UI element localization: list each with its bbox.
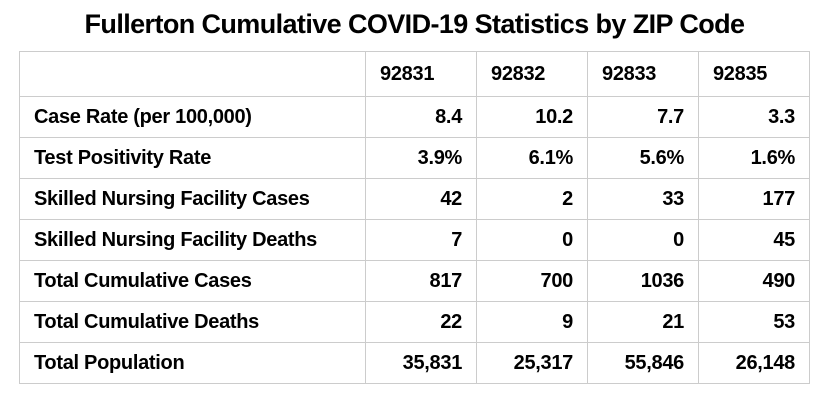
cell-value: 5.6%: [587, 137, 699, 180]
cell-value: 0: [587, 219, 699, 262]
cell-value: 817: [365, 260, 478, 303]
table-row-snf-deaths: Skilled Nursing Facility Deaths 7 0 0 45: [18, 219, 811, 262]
row-label: Skilled Nursing Facility Deaths: [18, 219, 367, 262]
cell-value: 177: [697, 178, 811, 221]
row-label: Case Rate (per 100,000): [18, 96, 367, 139]
cell-value: 700: [476, 260, 588, 303]
column-header-zip-92833: 92833: [587, 51, 699, 98]
row-label: Skilled Nursing Facility Cases: [18, 178, 367, 221]
cell-value: 0: [476, 219, 588, 262]
row-label: Total Cumulative Deaths: [18, 301, 367, 344]
cell-value: 3.3: [697, 96, 811, 139]
corner-cell: [18, 51, 367, 98]
table-row-case-rate: Case Rate (per 100,000) 8.4 10.2 7.7 3.3: [18, 96, 811, 139]
covid-stats-table: 92831 92832 92833 92835 Case Rate (per 1…: [18, 51, 811, 385]
cell-value: 33: [587, 178, 699, 221]
cell-value: 1036: [587, 260, 699, 303]
cell-value: 6.1%: [476, 137, 588, 180]
row-label: Total Cumulative Cases: [18, 260, 367, 303]
cell-value: 42: [365, 178, 478, 221]
table-row-total-population: Total Population 35,831 25,317 55,846 26…: [18, 342, 811, 385]
table-header-row: 92831 92832 92833 92835: [18, 51, 811, 98]
table-row-total-cases: Total Cumulative Cases 817 700 1036 490: [18, 260, 811, 303]
row-label: Total Population: [18, 342, 367, 385]
cell-value: 22: [365, 301, 478, 344]
cell-value: 9: [476, 301, 588, 344]
table-row-total-deaths: Total Cumulative Deaths 22 9 21 53: [18, 301, 811, 344]
cell-value: 21: [587, 301, 699, 344]
cell-value: 7: [365, 219, 478, 262]
cell-value: 45: [697, 219, 811, 262]
cell-value: 35,831: [365, 342, 478, 385]
cell-value: 2: [476, 178, 588, 221]
cell-value: 3.9%: [365, 137, 478, 180]
column-header-zip-92835: 92835: [697, 51, 811, 98]
cell-value: 1.6%: [697, 137, 811, 180]
cell-value: 26,148: [697, 342, 811, 385]
cell-value: 10.2: [476, 96, 588, 139]
table-row-test-positivity: Test Positivity Rate 3.9% 6.1% 5.6% 1.6%: [18, 137, 811, 180]
cell-value: 53: [697, 301, 811, 344]
cell-value: 55,846: [587, 342, 699, 385]
column-header-zip-92832: 92832: [476, 51, 588, 98]
table-row-snf-cases: Skilled Nursing Facility Cases 42 2 33 1…: [18, 178, 811, 221]
row-label: Test Positivity Rate: [18, 137, 367, 180]
cell-value: 7.7: [587, 96, 699, 139]
column-header-zip-92831: 92831: [365, 51, 478, 98]
cell-value: 8.4: [365, 96, 478, 139]
cell-value: 490: [697, 260, 811, 303]
cell-value: 25,317: [476, 342, 588, 385]
page-title: Fullerton Cumulative COVID-19 Statistics…: [84, 9, 746, 39]
